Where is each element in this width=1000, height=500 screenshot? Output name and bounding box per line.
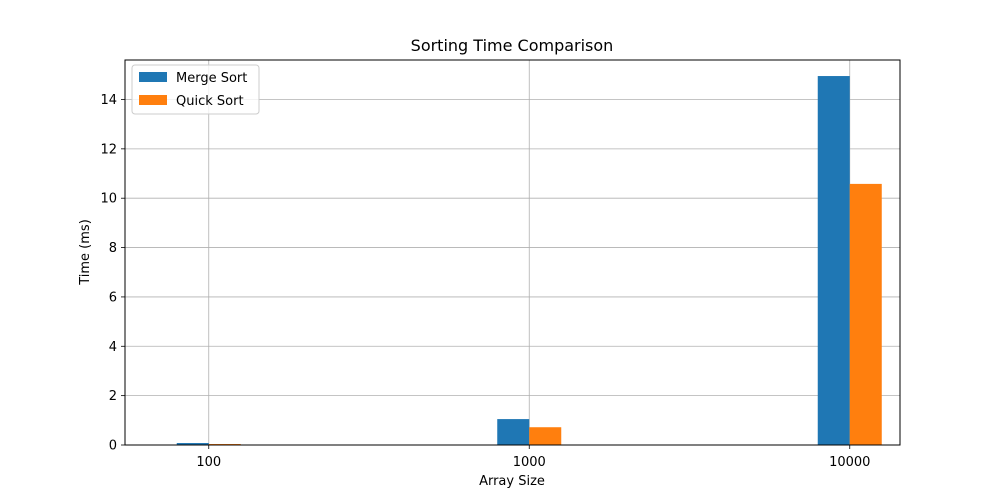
y-tick-label: 10 — [100, 192, 117, 207]
x-axis-title: Array Size — [479, 474, 545, 489]
legend-swatch-quick-sort — [139, 95, 167, 105]
y-tick-label: 4 — [109, 340, 117, 355]
bars — [176, 76, 882, 446]
legend-label-quick-sort: Quick Sort — [176, 94, 244, 109]
y-tick-label: 8 — [109, 241, 117, 256]
y-tick-label: 12 — [100, 142, 117, 157]
x-tick-label: 10000 — [829, 455, 870, 470]
ticks: 0 2 4 6 8 10 12 14 100 1000 10000 — [100, 93, 870, 470]
bar-quick-sort-1000 — [529, 427, 562, 445]
x-tick-label: 100 — [196, 455, 221, 470]
bar-merge-sort-1000 — [497, 419, 530, 445]
bar-quick-sort-10000 — [849, 183, 882, 445]
y-tick-label: 6 — [109, 290, 117, 305]
legend-label-merge-sort: Merge Sort — [176, 71, 247, 86]
y-tick-label: 14 — [100, 93, 117, 108]
legend-swatch-merge-sort — [139, 72, 167, 82]
chart-title: Sorting Time Comparison — [411, 36, 614, 55]
y-axis-title: Time (ms) — [78, 219, 93, 286]
bar-merge-sort-100 — [176, 443, 209, 445]
bar-merge-sort-10000 — [817, 76, 850, 446]
plot-frame — [124, 59, 901, 446]
y-tick-label: 0 — [109, 439, 117, 454]
x-tick-label: 1000 — [513, 455, 546, 470]
y-tick-label: 2 — [109, 389, 117, 404]
legend: Merge Sort Quick Sort — [131, 64, 260, 115]
